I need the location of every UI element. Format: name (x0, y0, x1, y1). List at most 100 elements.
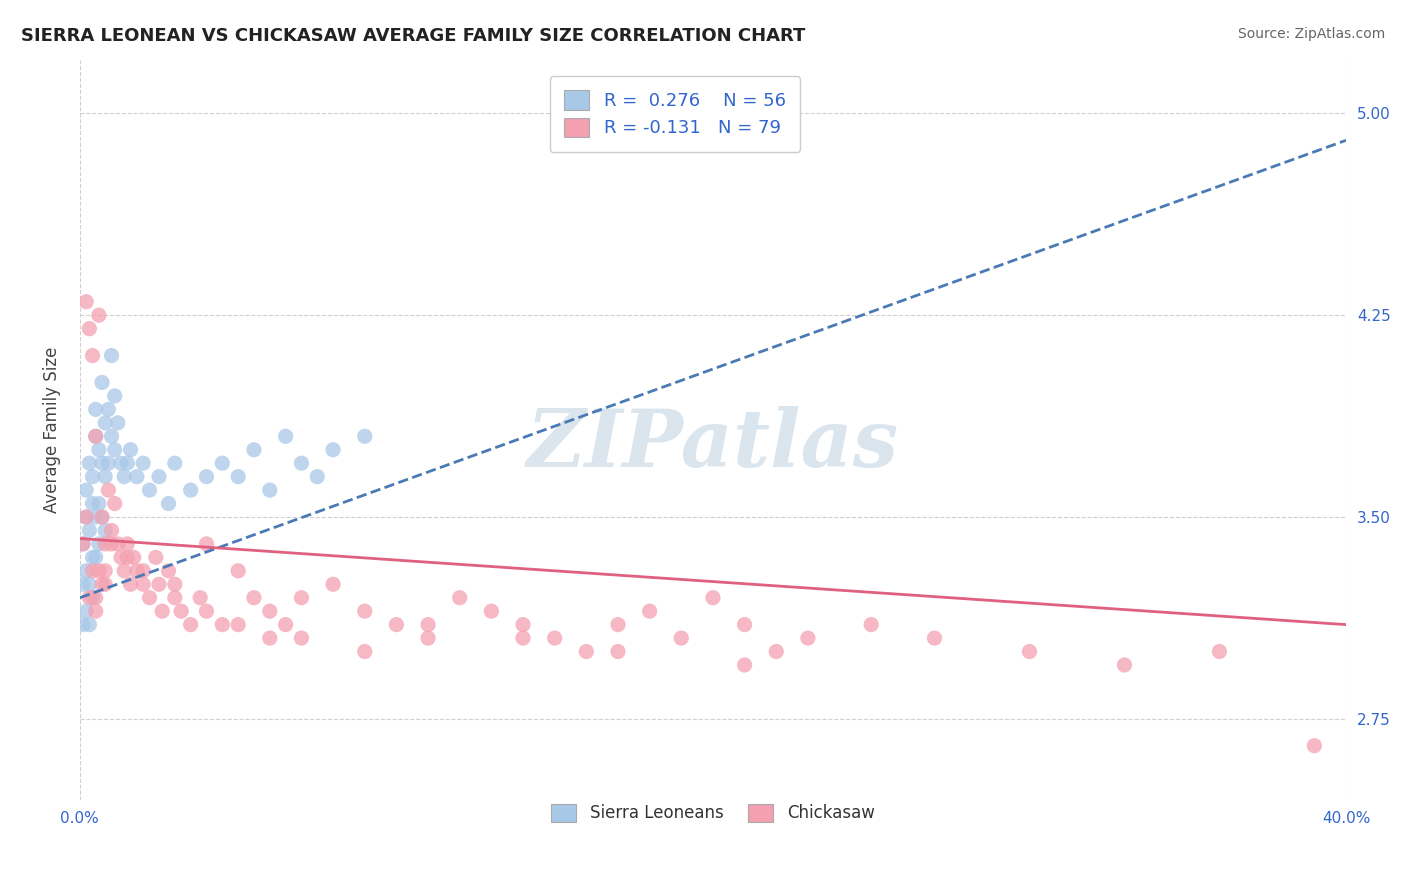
Point (385, 617, 408, 632)
Point (188, 591, 211, 605)
Point (79, 321, 101, 335)
Point (75, 564, 97, 578)
Point (97, 456, 120, 470)
Point (94, 416, 117, 430)
Point (211, 617, 233, 632)
Point (211, 456, 233, 470)
Point (243, 591, 266, 605)
Point (117, 537, 139, 551)
Point (607, 644, 630, 658)
Point (87, 564, 110, 578)
Point (544, 631, 567, 645)
Point (132, 577, 155, 591)
Point (112, 564, 135, 578)
Point (72, 617, 94, 632)
Point (449, 591, 471, 605)
Point (110, 456, 132, 470)
Point (195, 604, 218, 618)
Point (87, 497, 110, 511)
Point (797, 631, 820, 645)
Point (84, 429, 107, 443)
Point (112, 469, 135, 483)
Point (132, 456, 155, 470)
Point (100, 429, 122, 443)
Point (163, 456, 186, 470)
Point (87, 442, 110, 457)
Point (274, 617, 297, 632)
Point (150, 604, 173, 618)
Point (259, 604, 281, 618)
Point (100, 537, 122, 551)
Point (75, 510, 97, 524)
Point (353, 644, 375, 658)
Point (79, 456, 101, 470)
Point (148, 577, 170, 591)
Point (259, 631, 281, 645)
Point (638, 604, 661, 618)
Point (107, 537, 129, 551)
Point (860, 617, 883, 632)
Point (734, 617, 756, 632)
Point (125, 564, 148, 578)
Point (226, 617, 249, 632)
Point (138, 483, 160, 497)
Point (290, 591, 312, 605)
Point (84, 402, 107, 417)
Point (607, 617, 630, 632)
Point (765, 644, 787, 658)
Point (138, 591, 160, 605)
Point (243, 442, 266, 457)
Point (91, 577, 114, 591)
Point (290, 456, 312, 470)
Point (157, 497, 180, 511)
Point (100, 349, 122, 363)
Point (75, 510, 97, 524)
Point (75, 294, 97, 309)
Point (104, 442, 127, 457)
Point (104, 389, 127, 403)
Point (125, 469, 148, 483)
Point (91, 376, 114, 390)
Text: SIERRA LEONEAN VS CHICKASAW AVERAGE FAMILY SIZE CORRELATION CHART: SIERRA LEONEAN VS CHICKASAW AVERAGE FAMI… (21, 27, 806, 45)
Point (145, 550, 167, 565)
Point (512, 617, 534, 632)
Point (163, 591, 186, 605)
Point (84, 591, 107, 605)
Point (180, 483, 202, 497)
Legend: Sierra Leoneans, Chickasaw: Sierra Leoneans, Chickasaw (538, 790, 889, 836)
Point (226, 564, 249, 578)
Point (322, 577, 344, 591)
Point (79, 577, 101, 591)
Point (94, 469, 117, 483)
Point (1303, 739, 1326, 753)
Point (259, 483, 281, 497)
Point (79, 524, 101, 538)
Point (512, 631, 534, 645)
Point (82, 591, 104, 605)
Point (75, 604, 97, 618)
Point (84, 604, 107, 618)
Point (416, 617, 439, 632)
Point (180, 617, 202, 632)
Point (91, 510, 114, 524)
Point (110, 550, 132, 565)
Point (104, 497, 127, 511)
Point (94, 537, 117, 551)
Point (734, 658, 756, 673)
Point (170, 604, 193, 618)
Point (117, 456, 139, 470)
Point (82, 564, 104, 578)
Point (75, 483, 97, 497)
Point (322, 442, 344, 457)
Point (72, 577, 94, 591)
Point (117, 550, 139, 565)
Y-axis label: Average Family Size: Average Family Size (44, 346, 60, 513)
Point (1018, 644, 1040, 658)
Text: ZIPatlas: ZIPatlas (527, 406, 898, 483)
Point (79, 591, 101, 605)
Point (87, 308, 110, 322)
Point (132, 564, 155, 578)
Text: Source: ZipAtlas.com: Source: ZipAtlas.com (1237, 27, 1385, 41)
Point (157, 564, 180, 578)
Point (479, 604, 502, 618)
